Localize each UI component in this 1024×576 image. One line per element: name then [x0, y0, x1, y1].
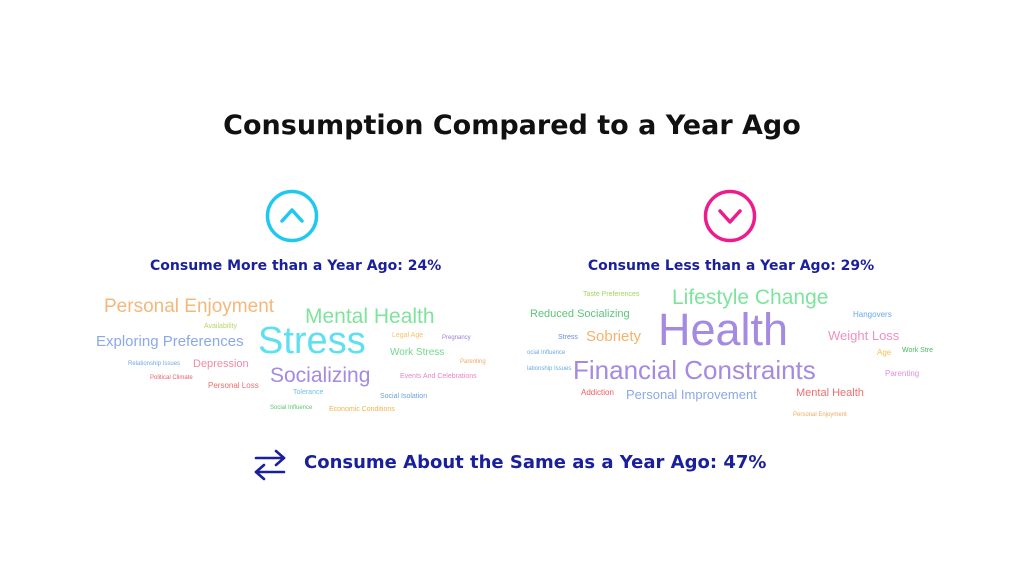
cloud-word: Health [658, 304, 789, 355]
cloud-word: Depression [193, 358, 249, 370]
cloud-word: Political Climate [150, 375, 193, 381]
cloud-word: Stress [558, 334, 578, 341]
cloud-word: Mental Health [305, 305, 435, 328]
cloud-word: Parenting [460, 359, 486, 365]
cloud-word: Personal Improvement [626, 387, 757, 402]
cloud-word: Weight Loss [828, 328, 900, 343]
less-heading: Consume Less than a Year Ago: 29% [587, 258, 875, 274]
more-heading: Consume More than a Year Ago: 24% [150, 258, 442, 274]
cloud-word: Work Stre [902, 347, 933, 354]
cloud-word: Socializing [270, 364, 371, 387]
cloud-word: Mental Health [796, 387, 864, 399]
cloud-word: Work Stress [390, 347, 445, 358]
cloud-word: Tolerance [293, 389, 324, 396]
cloud-word: Stress [258, 320, 366, 362]
cloud-word: Events And Celebrations [400, 373, 477, 380]
cloud-word: Social Isolation [380, 393, 428, 400]
chevron-down-circle-icon [703, 189, 757, 243]
cloud-word: ocial Influence [527, 350, 566, 356]
cloud-word: Legal Age [392, 332, 424, 339]
cloud-word: Parenting [885, 369, 920, 378]
cloud-word: Pregnancy [442, 335, 471, 341]
cloud-word: Addiction [581, 388, 614, 397]
cloud-word: Financial Constraints [573, 355, 816, 385]
cloud-word: Economic Conditions [329, 406, 395, 413]
cloud-word: Personal Loss [208, 381, 259, 390]
cloud-word: Age [877, 348, 892, 357]
page-title: Consumption Compared to a Year Ago [223, 110, 801, 141]
same-heading: Consume About the Same as a Year Ago: 47… [304, 452, 767, 473]
cloud-word: Social Influence [270, 405, 313, 411]
cloud-word: Personal Enjoyment [104, 296, 275, 317]
swap-arrows-icon [254, 449, 286, 481]
cloud-word: Taste Preferences [583, 291, 640, 298]
cloud-word: Sobriety [586, 328, 642, 345]
cloud-word: Lifestyle Change [672, 286, 829, 309]
cloud-word: Relationship Issues [128, 361, 181, 367]
cloud-word: Exploring Preferences [96, 333, 244, 350]
cloud-word: lationship Issues [527, 366, 572, 372]
cloud-word: Hangovers [853, 310, 892, 319]
cloud-word: Availability [204, 323, 237, 330]
cloud-word: Reduced Socializing [530, 308, 630, 320]
chevron-up-circle-icon [265, 189, 319, 243]
cloud-word: Personal Enjoyment [793, 412, 847, 418]
